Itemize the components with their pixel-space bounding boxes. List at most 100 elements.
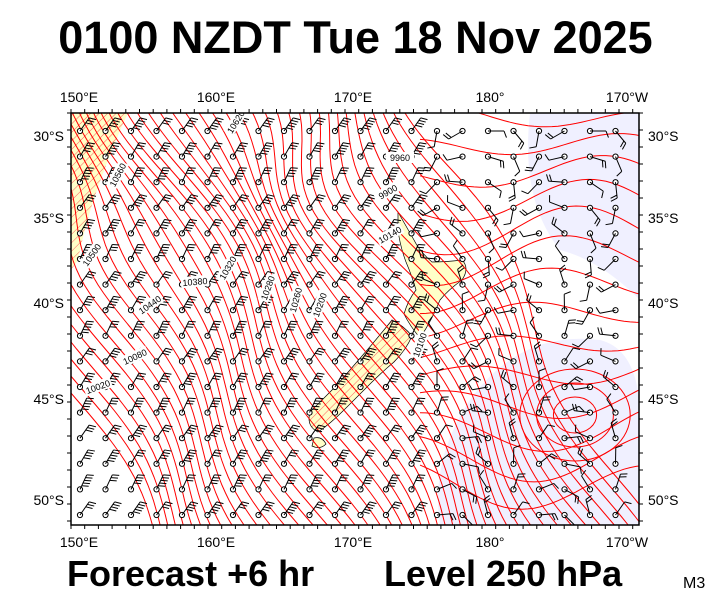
- svg-text:9960: 9960: [390, 153, 410, 163]
- wind-barb: [459, 319, 474, 339]
- contour-line: [318, 113, 532, 525]
- wind-barb: [280, 474, 298, 493]
- contour-line: [71, 123, 271, 525]
- contour-line: [71, 251, 211, 525]
- lon-label: 160°E: [197, 534, 235, 550]
- wind-barb: [533, 341, 543, 365]
- wind-barb: [408, 167, 426, 186]
- wind-barb: [417, 204, 441, 216]
- wind-barb: [102, 501, 122, 519]
- wind-barb: [535, 396, 551, 416]
- wind-barb: [76, 474, 94, 493]
- south-island: [308, 319, 413, 433]
- wind-barb: [408, 397, 426, 416]
- wind-barb: [178, 167, 196, 186]
- wind-barb: [575, 307, 594, 325]
- map-frame: [70, 112, 640, 526]
- wind-barb: [204, 142, 223, 160]
- contour-line: [419, 267, 639, 315]
- wind-barb: [581, 469, 594, 493]
- wind-barb: [204, 167, 222, 186]
- wind-barb: [526, 293, 543, 314]
- wind-barb: [280, 117, 301, 135]
- wind-barb: [229, 347, 250, 365]
- wind-barb: [127, 474, 145, 493]
- wind-barb: [459, 405, 483, 416]
- wind-barb: [472, 424, 492, 442]
- wind-barb: [521, 179, 543, 195]
- contour-line: [252, 113, 469, 525]
- wind-barb: [597, 327, 619, 339]
- contour-line: [354, 113, 587, 525]
- wind-barb: [102, 474, 120, 493]
- wind-barb: [102, 117, 122, 135]
- wind-barb: [153, 244, 171, 263]
- lat-label: 45°S: [648, 391, 679, 407]
- wind-barb: [484, 153, 505, 169]
- contour-line: [327, 113, 545, 525]
- lon-label: 170°E: [334, 89, 372, 105]
- wind-barb: [76, 372, 95, 391]
- wind-barb: [418, 250, 441, 263]
- wind-barb: [357, 117, 377, 135]
- wind-barb: [306, 244, 324, 263]
- lat-label: 50°S: [33, 492, 64, 508]
- wind-barb: [204, 347, 224, 365]
- wind-barb: [459, 291, 469, 314]
- wind-barb: [535, 424, 555, 442]
- wind-barb: [255, 117, 275, 135]
- wind-barb: [76, 424, 97, 442]
- wind-barb: [102, 295, 121, 314]
- wind-barb: [433, 482, 457, 493]
- wind-barb: [484, 179, 502, 199]
- wind-barb: [204, 244, 222, 263]
- wind-barb: [331, 194, 352, 211]
- wind-barbs: [76, 117, 632, 525]
- contour-line: [71, 113, 285, 525]
- wind-barb: [153, 474, 171, 493]
- wind-barb: [306, 474, 324, 493]
- wind-barb: [255, 320, 273, 339]
- wind-barb: [280, 501, 301, 519]
- wind-barb: [468, 383, 492, 391]
- wind-barb: [357, 397, 375, 416]
- lat-label: 35°S: [33, 210, 64, 226]
- wind-barb: [357, 167, 375, 186]
- wind-barb: [306, 372, 325, 391]
- wind-barb: [357, 142, 376, 160]
- wind-barb: [127, 117, 148, 135]
- wind-barb: [477, 281, 492, 302]
- wind-barb: [584, 255, 594, 279]
- stewart-island: [311, 437, 327, 448]
- lat-label: 35°S: [648, 210, 679, 226]
- wind-barb: [76, 320, 94, 339]
- wind-barb: [600, 348, 619, 365]
- wind-barb: [76, 449, 95, 467]
- contour-line: [71, 375, 161, 525]
- wind-barb: [357, 474, 375, 493]
- wind-barb: [153, 167, 171, 186]
- wind-barb: [408, 244, 426, 263]
- contour-line: [71, 304, 193, 525]
- wind-barb: [178, 424, 199, 442]
- wind-barb: [331, 295, 350, 314]
- wind-barb: [153, 320, 171, 339]
- contour-line: [419, 301, 639, 339]
- wind-barb: [419, 179, 441, 195]
- contour-line: [419, 155, 639, 188]
- wind-barb: [427, 127, 441, 149]
- wind-barb: [357, 295, 376, 314]
- wind-barb: [102, 397, 120, 416]
- wind-barb: [510, 444, 521, 467]
- wind-barb: [229, 295, 248, 314]
- wind-barb: [280, 449, 299, 467]
- wind-barb: [561, 435, 585, 444]
- contour-line: [93, 113, 328, 525]
- wind-barb: [255, 424, 275, 442]
- wind-barb: [102, 347, 122, 365]
- wind-barb: [357, 219, 376, 237]
- wind-barb: [408, 194, 428, 211]
- wind-barb: [255, 474, 273, 493]
- wind-barb: [127, 501, 148, 519]
- wind-barb: [571, 332, 594, 348]
